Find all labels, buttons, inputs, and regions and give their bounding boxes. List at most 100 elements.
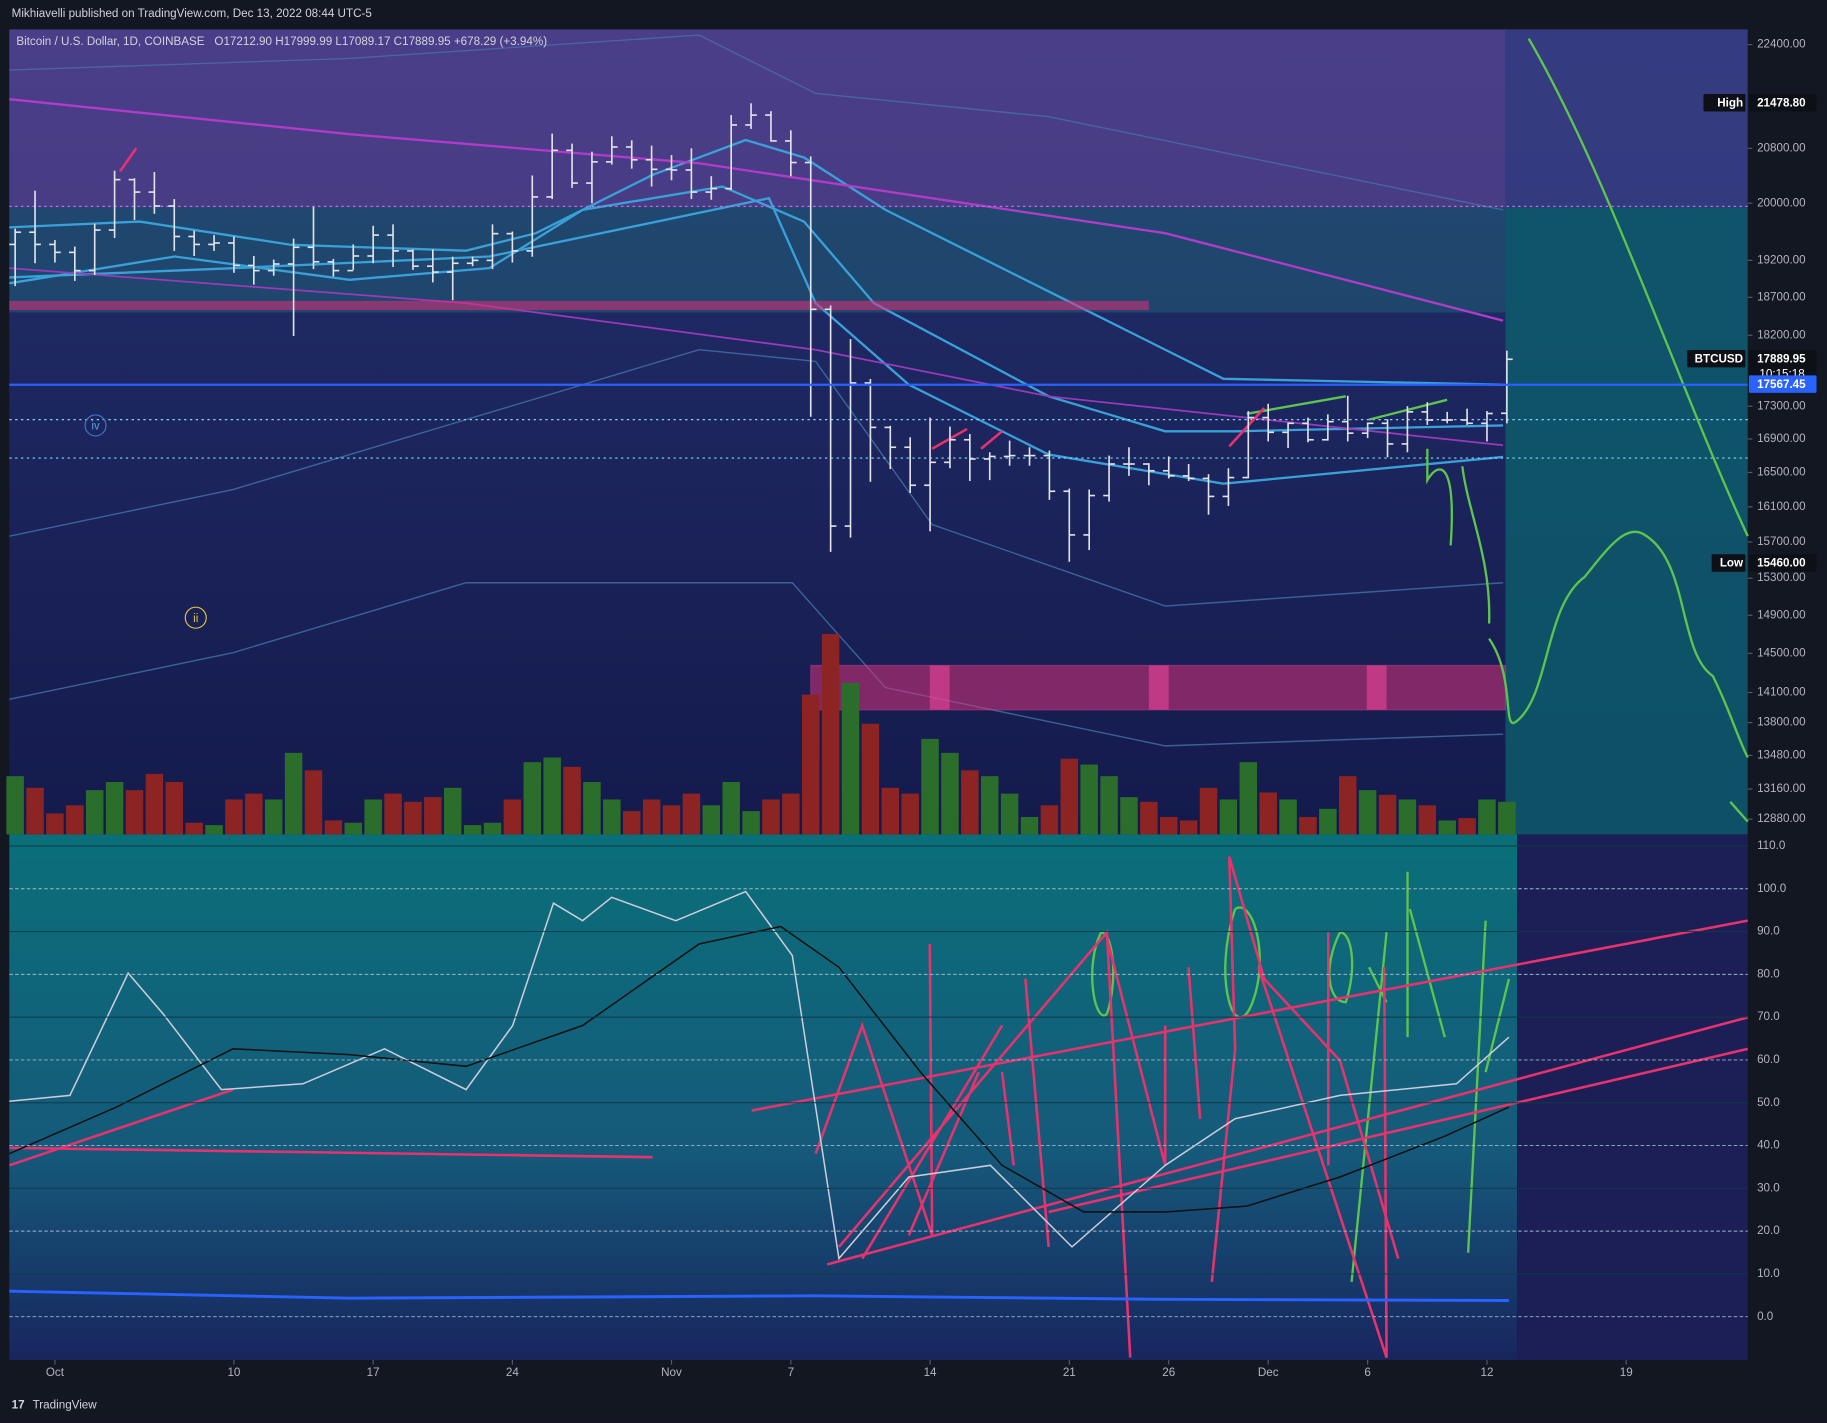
- y-tick-label: 15700.00: [1757, 535, 1806, 548]
- volume-bar: [1319, 808, 1337, 835]
- volume-bar: [304, 770, 323, 835]
- footer: [0, 1386, 1827, 1423]
- y-tick-label: 13480.00: [1757, 748, 1806, 761]
- x-tick-label: 12: [1481, 1366, 1494, 1379]
- volume-bar: [1060, 758, 1079, 835]
- volume-bar: [463, 825, 482, 835]
- volume-bar: [105, 781, 124, 835]
- zone-teal: [9, 207, 1506, 313]
- volume-bar: [821, 634, 840, 835]
- volume-bar: [980, 776, 999, 835]
- x-tick-label: 17: [367, 1366, 380, 1379]
- volume-bar: [483, 822, 502, 835]
- volume-bar: [1140, 801, 1158, 835]
- y-tick-label: 16900.00: [1757, 432, 1806, 445]
- y-tick-label: 80.0: [1757, 967, 1780, 980]
- volume-bar: [662, 805, 681, 835]
- price-tag-value: 15460.00: [1757, 557, 1806, 570]
- volume-bar: [1398, 799, 1417, 835]
- volume-bar: [1239, 762, 1258, 835]
- drawing: [1426, 448, 1491, 624]
- band-line: [9, 98, 1504, 322]
- x-tick-label: 19: [1620, 1366, 1633, 1379]
- volume-bar: [85, 790, 104, 835]
- y-tick-label: 20000.00: [1757, 196, 1806, 209]
- price-tag: [1748, 349, 1817, 383]
- price-tag-name: BTCUSD: [1695, 352, 1744, 365]
- y-tick-label: 90.0: [1757, 925, 1780, 938]
- volume-bar: [1160, 816, 1178, 835]
- y-tick-label: 60.0: [1757, 1053, 1780, 1066]
- volume-bar: [961, 770, 979, 835]
- top-bar: [0, 0, 1827, 30]
- drawing: [1350, 871, 1511, 1282]
- wave-label: iv: [91, 420, 100, 433]
- volume-bar: [523, 762, 542, 835]
- y-tick-label: 14900.00: [1757, 608, 1806, 621]
- volume-bar: [1100, 776, 1118, 835]
- y-tick-label: 20.0: [1757, 1224, 1780, 1237]
- volume-bar: [125, 790, 144, 835]
- y-tick-label: 0.0: [1757, 1310, 1774, 1323]
- volume-bar: [1358, 790, 1377, 835]
- price-tag-value: 21478.80: [1757, 96, 1806, 109]
- price-tag-name-box: [1711, 554, 1746, 572]
- volume-bar: [1020, 816, 1039, 835]
- y-tick-label: 14100.00: [1757, 686, 1806, 699]
- volume-bar: [364, 799, 382, 835]
- price-axis: [1747, 29, 1827, 1360]
- y-tick-label: 110.0: [1757, 839, 1786, 852]
- volume-bar: [682, 793, 701, 835]
- volume-bar: [245, 793, 263, 835]
- price-tag-name: High: [1717, 96, 1743, 109]
- volume-bar: [1299, 816, 1317, 835]
- y-tick-label: 16100.00: [1757, 500, 1806, 513]
- symbol: Bitcoin / U.S. Dollar, 1D, COINBASE: [16, 35, 204, 48]
- volume-bar: [185, 822, 203, 835]
- x-tick-label: 14: [924, 1366, 937, 1379]
- ohlc-legend: O17212.90 H17999.99 L17089.17 C17889.95 …: [214, 35, 547, 48]
- x-tick-label: 7: [788, 1366, 794, 1379]
- y-tick-label: 30.0: [1757, 1181, 1780, 1194]
- volume-bar: [284, 752, 303, 835]
- volume-bar: [503, 799, 522, 835]
- drawing: [8, 919, 1749, 1266]
- volume-bar: [205, 825, 223, 835]
- y-tick-label: 12880.00: [1757, 812, 1806, 825]
- volume-bar: [1498, 801, 1516, 835]
- y-tick-label: 100.0: [1757, 882, 1787, 895]
- band-line: [9, 34, 1504, 211]
- x-tick-label: 21: [1063, 1366, 1076, 1379]
- zone-pink: [929, 665, 950, 710]
- volume-bar: [1458, 818, 1476, 835]
- volume-bar: [145, 773, 164, 835]
- y-tick-label: 50.0: [1757, 1096, 1780, 1109]
- y-tick-label: 22400.00: [1757, 38, 1806, 51]
- volume-bar: [603, 799, 621, 835]
- volume-bar: [841, 682, 860, 835]
- volume-bar: [563, 766, 581, 835]
- volume-bar: [722, 781, 740, 835]
- band-line: [9, 349, 1504, 607]
- volume-bar: [1478, 799, 1496, 835]
- volume-bar: [165, 781, 184, 835]
- zone-teal-right: [1505, 207, 1748, 835]
- volume-bar: [1378, 794, 1397, 835]
- zone-purple: [9, 29, 1506, 208]
- volume-bar: [26, 787, 44, 835]
- y-tick-label: 18200.00: [1757, 328, 1806, 341]
- oscillator-line: [9, 1289, 1509, 1302]
- volume-bar: [901, 793, 919, 835]
- y-tick-label: 13160.00: [1757, 782, 1806, 795]
- x-tick-label: 10: [227, 1366, 240, 1379]
- volume-bar: [543, 757, 561, 835]
- y-tick-label: 17300.00: [1757, 399, 1806, 412]
- band-line: [9, 185, 1504, 433]
- volume-bar: [66, 805, 84, 835]
- drawing: [1488, 530, 1749, 759]
- volume-bar: [642, 799, 661, 835]
- oscillator-line: [9, 890, 1510, 1261]
- x-tick-label: 6: [1364, 1366, 1370, 1379]
- x-tick-label: 24: [506, 1366, 519, 1379]
- volume-bar: [46, 813, 64, 835]
